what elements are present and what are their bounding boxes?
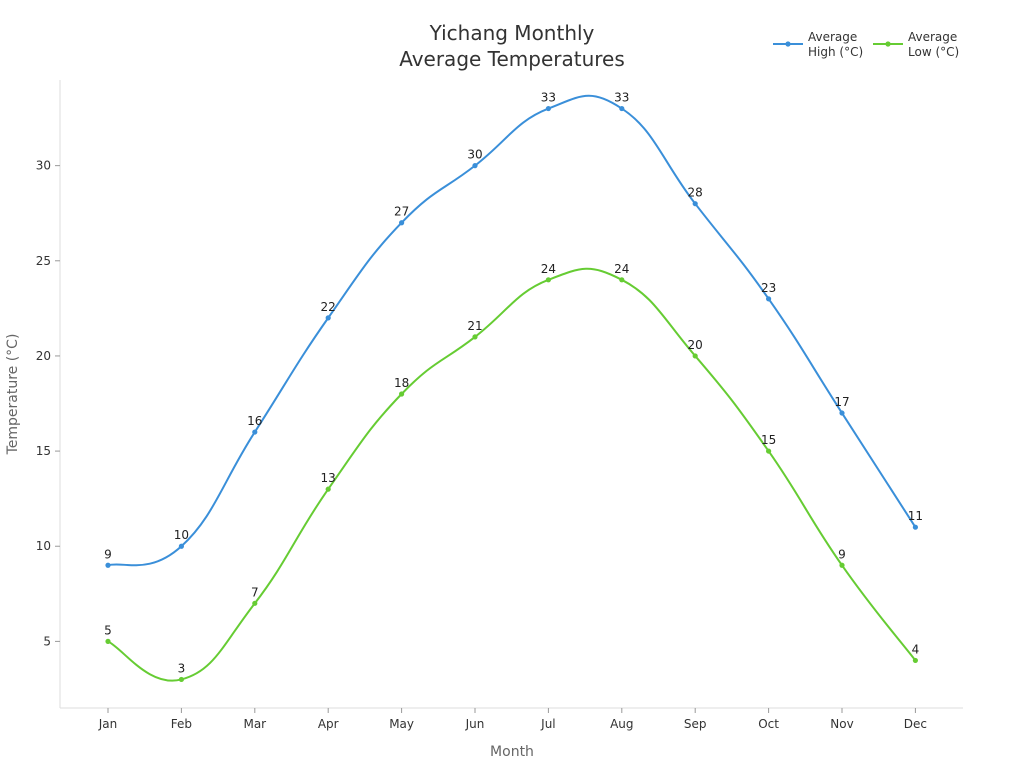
x-tick-label: Jun: [465, 717, 485, 731]
x-tick-label: Mar: [243, 717, 266, 731]
x-tick-label: Sep: [684, 717, 707, 731]
axes: 5 10 15 20 25 30 Jan Feb Mar Apr May Jun Jul Aug Sep Oc…: [36, 80, 963, 731]
data-point: [619, 105, 625, 112]
data-point: [399, 391, 405, 397]
data-label: 17: [834, 395, 849, 409]
legend-swatch-marker: [885, 41, 891, 47]
data-point: [766, 296, 772, 302]
data-point: [325, 486, 331, 492]
data-label: 11: [908, 509, 923, 523]
data-label: 20: [688, 338, 703, 352]
data-point: [545, 105, 552, 112]
data-point: [766, 448, 772, 454]
data-point: [692, 201, 698, 207]
x-tick-label: Nov: [830, 717, 853, 731]
data-label: 21: [467, 319, 482, 333]
data-point: [105, 562, 111, 568]
x-tick-label: Dec: [904, 717, 927, 731]
chart-title-line-2: Average Temperatures: [399, 47, 625, 71]
data-label: 18: [394, 376, 409, 390]
series-2: 5 3 7 13 18 21 24 24 20 15 9 4: [104, 262, 920, 683]
data-point: [252, 429, 258, 435]
data-label: 30: [467, 148, 482, 162]
legend-label-line: Low (°C): [908, 45, 959, 59]
series-1: 9 10 16 22 27 30 33 33 28 23 17 11: [104, 91, 923, 568]
data-point: [325, 315, 331, 321]
series-group: 9 10 16 22 27 30 33 33 28 23 17 11 5 3 7 13 18 21 24 24 20 15…: [104, 91, 923, 683]
data-point: [105, 638, 111, 644]
legend-label-line: High (°C): [808, 45, 863, 59]
x-axis-title: Month: [490, 744, 534, 760]
data-label: 15: [761, 433, 776, 447]
y-tick-label: 20: [36, 349, 51, 363]
x-tick-label: Aug: [610, 717, 633, 731]
data-label: 33: [614, 91, 629, 105]
x-tick-label: Oct: [758, 717, 779, 731]
legend-label-line: Average: [908, 30, 957, 44]
data-point: [472, 163, 478, 169]
data-point: [178, 676, 184, 683]
data-label: 3: [178, 661, 186, 675]
data-label: 28: [688, 186, 703, 200]
data-point: [839, 410, 845, 416]
data-point: [178, 543, 184, 549]
data-label: 22: [321, 300, 336, 314]
legend-swatch-marker: [785, 41, 791, 47]
y-tick-label: 25: [36, 254, 51, 268]
data-label: 27: [394, 205, 409, 219]
data-label: 4: [912, 642, 920, 656]
data-label: 9: [838, 547, 846, 561]
y-tick-label: 10: [36, 539, 51, 553]
data-label: 24: [541, 262, 556, 276]
x-tick-label: Jan: [98, 717, 118, 731]
x-tick-label: Feb: [171, 717, 192, 731]
y-tick-label: 5: [43, 634, 51, 648]
x-tick-label: Jul: [540, 717, 555, 731]
data-label: 13: [321, 471, 336, 485]
data-label: 9: [104, 547, 112, 561]
data-point: [692, 353, 698, 359]
data-point: [472, 334, 478, 340]
data-label: 7: [251, 585, 259, 599]
y-axis-title: Temperature (°C): [5, 334, 21, 456]
x-tick-label: Apr: [318, 717, 339, 731]
chart-title-line-1: Yichang Monthly: [429, 21, 595, 45]
series-line: [107, 267, 917, 682]
data-label: 10: [174, 528, 189, 542]
series-line: [107, 94, 917, 567]
data-label: 23: [761, 281, 776, 295]
data-point: [619, 277, 625, 283]
legend-label-line: Average: [808, 30, 857, 44]
data-point: [912, 657, 919, 664]
data-point: [839, 562, 845, 568]
data-label: 16: [247, 414, 262, 428]
y-tick-label: 15: [36, 444, 51, 458]
data-label: 5: [104, 623, 112, 637]
y-tick-label: 30: [36, 159, 51, 173]
data-point: [399, 220, 405, 226]
data-point: [252, 600, 258, 606]
data-label: 33: [541, 91, 556, 105]
data-point: [545, 277, 552, 283]
data-label: 24: [614, 262, 629, 276]
x-tick-label: May: [389, 717, 414, 731]
data-point: [912, 524, 919, 530]
